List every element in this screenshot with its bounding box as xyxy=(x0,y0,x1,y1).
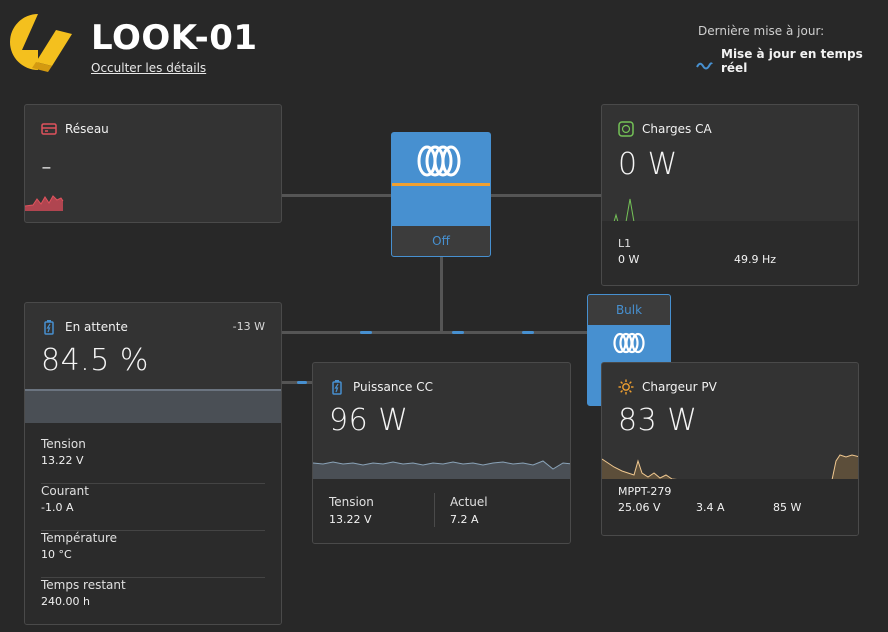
battery-row-value: 240.00 h xyxy=(41,595,90,608)
inverter-state-bar: Off xyxy=(392,226,490,256)
dc-current-label: Actuel xyxy=(450,495,488,509)
flow-dot xyxy=(452,331,464,334)
ac-phase-label: L1 xyxy=(618,237,632,250)
ac-loads-title: Charges CA xyxy=(642,122,712,136)
solar-charger-state: Bulk xyxy=(615,303,643,317)
battery-row-label: Tension xyxy=(41,437,86,451)
pv-charger-card[interactable]: Chargeur PV 83 W MPPT-279 25.06 V 3.4 A … xyxy=(601,362,859,536)
dc-battery-icon xyxy=(329,379,345,395)
connector-grid-inverter xyxy=(281,194,391,197)
ac-loads-card[interactable]: Charges CA 0 W L1 0 W 49.9 Hz xyxy=(601,104,859,286)
ac-loads-sparkline xyxy=(602,193,858,223)
inverter-widget[interactable]: Off xyxy=(391,132,491,257)
dc-current-value: 7.2 A xyxy=(450,513,479,526)
page-title: LOOK-01 xyxy=(91,18,258,58)
ac-outlet-icon xyxy=(618,121,634,137)
pv-voltage: 25.06 V xyxy=(618,501,661,514)
battery-icon xyxy=(41,319,57,335)
app-logo xyxy=(8,10,74,74)
grid-sparkline xyxy=(25,191,65,211)
battery-row-value: 10 °C xyxy=(41,548,72,561)
live-update-text: Mise à jour en temps réel xyxy=(721,47,863,75)
pv-sparkline xyxy=(602,451,858,481)
pv-charger-title: Chargeur PV xyxy=(642,380,717,394)
dc-power-card[interactable]: Puissance CC 96 W Tension 13.22 V Actuel… xyxy=(312,362,571,544)
battery-card[interactable]: En attente -13 W 84.5 % Tension 13.22 V … xyxy=(24,302,282,625)
battery-row: Courant -1.0 A xyxy=(41,484,265,531)
grid-card[interactable]: Réseau - xyxy=(24,104,282,223)
grid-meter-icon xyxy=(41,121,57,137)
battery-row-label: Courant xyxy=(41,484,89,498)
solar-charger-state-bar: Bulk xyxy=(588,295,670,325)
battery-title: En attente xyxy=(65,320,128,334)
dc-power-title: Puissance CC xyxy=(353,380,433,394)
pv-current: 3.4 A xyxy=(696,501,725,514)
victron-logo-icon xyxy=(610,331,650,355)
battery-row-label: Température xyxy=(41,531,118,545)
ac-frequency-value: 49.9 Hz xyxy=(734,253,777,266)
sun-icon xyxy=(618,379,634,395)
connector-inverter-loads xyxy=(490,194,601,197)
victron-logo-icon xyxy=(413,143,471,179)
battery-row: Temps restant 240.00 h xyxy=(41,578,265,624)
flow-dot xyxy=(360,331,372,334)
dc-power-sparkline xyxy=(313,455,570,481)
inverter-divider xyxy=(392,183,490,186)
dc-voltage-label: Tension xyxy=(329,495,374,509)
battery-soc-chart xyxy=(25,389,281,423)
grid-title: Réseau xyxy=(65,122,109,136)
dc-voltage-value: 13.22 V xyxy=(329,513,372,526)
pv-power: 85 W xyxy=(773,501,802,514)
battery-row: Tension 13.22 V xyxy=(41,437,265,484)
pv-device-name: MPPT-279 xyxy=(618,485,672,498)
dc-divider xyxy=(434,493,435,527)
ac-loads-value: 0 W xyxy=(618,147,678,182)
flow-dot xyxy=(522,331,534,334)
battery-soc: 84.5 % xyxy=(41,343,149,378)
connector-inverter-bus xyxy=(440,256,443,332)
inverter-state: Off xyxy=(432,234,450,248)
battery-row-value: 13.22 V xyxy=(41,454,84,467)
last-update-label: Dernière mise à jour: xyxy=(698,24,825,38)
wave-icon xyxy=(696,56,713,70)
flow-dot xyxy=(297,381,307,384)
battery-row-value: -1.0 A xyxy=(41,501,74,514)
hide-details-link[interactable]: Occulter les détails xyxy=(91,61,207,75)
battery-row-label: Temps restant xyxy=(41,578,126,592)
grid-value: - xyxy=(41,149,53,184)
ac-power-value: 0 W xyxy=(618,253,640,266)
battery-power: -13 W xyxy=(232,320,265,333)
pv-charger-value: 83 W xyxy=(618,403,698,438)
dc-power-value: 96 W xyxy=(329,403,409,438)
battery-row: Température 10 °C xyxy=(41,531,265,578)
live-update-indicator: Mise à jour en temps réel xyxy=(696,47,888,75)
connector-dc-bus xyxy=(281,331,587,334)
